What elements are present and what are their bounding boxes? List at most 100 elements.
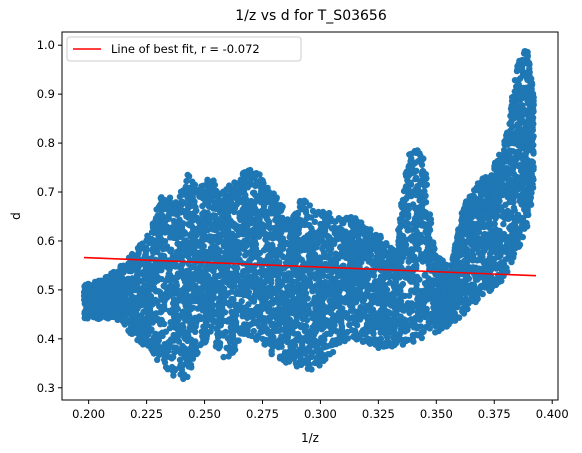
scatter-point	[107, 291, 115, 298]
scatter-point	[306, 222, 313, 229]
scatter-point	[451, 292, 458, 299]
scatter-point	[317, 237, 324, 244]
scatter-point	[405, 165, 413, 172]
scatter-point	[277, 282, 284, 290]
scatter-point	[413, 257, 420, 264]
scatter-point	[161, 238, 169, 245]
scatter-point	[171, 349, 178, 356]
scatter-point	[304, 232, 311, 239]
scatter-point	[135, 296, 143, 303]
scatter-point	[240, 287, 248, 294]
scatter-point	[233, 265, 240, 273]
scatter-point	[176, 221, 183, 229]
scatter-point	[234, 192, 241, 199]
scatter-point	[277, 270, 285, 277]
scatter-point	[114, 289, 121, 297]
scatter-point	[173, 298, 180, 306]
scatter-point	[242, 304, 250, 311]
scatter-point	[282, 322, 289, 329]
scatter-point	[371, 336, 378, 343]
scatter-point	[260, 247, 268, 254]
scatter-point	[153, 272, 160, 279]
scatter-point	[264, 301, 271, 308]
scatter-point	[436, 255, 443, 262]
scatter-point	[232, 301, 239, 308]
scatter-point	[302, 322, 310, 330]
scatter-point	[188, 264, 196, 271]
scatter-point	[311, 251, 319, 258]
scatter-point	[179, 231, 186, 239]
scatter-point	[133, 314, 140, 322]
scatter-point	[409, 189, 416, 196]
scatter-point	[162, 328, 170, 335]
scatter-point	[85, 280, 92, 288]
scatter-point	[218, 211, 226, 218]
scatter-point	[234, 238, 241, 246]
scatter-point	[243, 330, 251, 337]
scatter-point	[301, 327, 309, 335]
scatter-point	[161, 298, 168, 305]
scatter-point	[377, 335, 385, 342]
scatter-point	[151, 279, 158, 286]
scatter-point	[208, 285, 215, 292]
scatter-point	[147, 308, 154, 315]
scatter-point	[267, 334, 275, 342]
scatter-point	[193, 207, 200, 214]
scatter-point	[147, 337, 154, 345]
scatter-point	[398, 258, 405, 265]
scatter-point	[177, 203, 184, 211]
scatter-point	[91, 297, 99, 304]
scatter-point	[277, 225, 284, 232]
scatter-point	[323, 304, 330, 311]
scatter-point	[298, 221, 306, 228]
scatter-point	[407, 179, 414, 186]
scatter-point	[161, 359, 169, 366]
scatter-point	[288, 234, 295, 241]
scatter-point	[298, 339, 306, 346]
scatter-point	[224, 335, 231, 342]
scatter-point	[128, 311, 135, 319]
scatter-point	[152, 217, 159, 224]
scatter-point	[190, 217, 197, 224]
scatter-point	[249, 189, 257, 197]
scatter-point	[175, 312, 183, 319]
scatter-point	[315, 229, 322, 236]
scatter-point	[185, 270, 193, 277]
scatter-point	[186, 301, 193, 308]
scatter-point	[269, 197, 276, 204]
scatter-point	[426, 325, 433, 332]
scatter-point	[392, 320, 400, 328]
scatter-point	[289, 353, 296, 360]
scatter-point	[116, 272, 124, 279]
scatter-point	[196, 191, 204, 198]
scatter-point	[300, 283, 307, 291]
scatter-point	[180, 245, 188, 252]
scatter-point	[341, 285, 349, 292]
scatter-point	[353, 243, 360, 250]
scatter-point	[208, 181, 216, 188]
scatter-point	[210, 301, 217, 309]
scatter-point	[268, 252, 275, 260]
scatter-point	[225, 353, 232, 360]
scatter-point	[381, 260, 388, 267]
scatter-point	[308, 352, 315, 359]
scatter-point	[148, 285, 155, 292]
scatter-point	[234, 185, 241, 193]
scatter-point	[366, 327, 373, 335]
scatter-point	[167, 247, 174, 255]
scatter-point	[199, 246, 206, 254]
scatter-point	[291, 322, 298, 330]
scatter-point	[252, 245, 260, 252]
scatter-point	[247, 308, 254, 315]
scatter-point	[391, 341, 398, 349]
scatter-point	[283, 311, 290, 319]
scatter-point	[220, 353, 227, 361]
scatter-point	[125, 297, 132, 304]
scatter-point	[174, 333, 182, 340]
scatter-point	[193, 350, 200, 358]
scatter-point	[418, 161, 426, 168]
scatter-point	[294, 210, 301, 218]
scatter-point	[142, 282, 150, 290]
scatter-point	[413, 167, 420, 174]
scatter-point	[413, 174, 420, 181]
